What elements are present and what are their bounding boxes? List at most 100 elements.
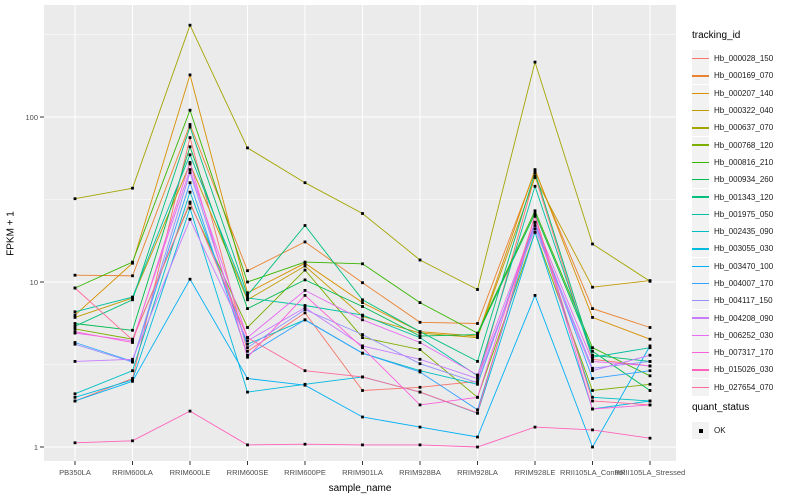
data-point (131, 186, 134, 190)
data-point (476, 382, 479, 386)
legend-item: Hb_000028_150 (692, 50, 798, 68)
data-point (73, 286, 77, 290)
data-point (648, 436, 652, 440)
data-point (246, 355, 249, 359)
data-point (246, 346, 249, 350)
data-point (188, 181, 192, 185)
x-axis-title: sample_name (328, 483, 392, 494)
data-point (188, 123, 192, 126)
legend-key-line (692, 213, 709, 215)
data-point (246, 296, 249, 300)
data-point (476, 288, 479, 291)
legend-item-label: Hb_003055_030 (714, 244, 774, 254)
x-tick-label: RRIM600LA (112, 468, 153, 477)
data-point (418, 334, 422, 338)
legend-key-line (692, 196, 709, 198)
data-point (418, 385, 422, 389)
y-tick-label: 100 (25, 112, 38, 122)
legend-key-line (692, 161, 709, 164)
data-point (648, 374, 652, 378)
legend-key (692, 188, 709, 206)
legend-key-line (692, 351, 709, 354)
data-point (73, 316, 77, 319)
data-point (361, 333, 364, 336)
data-point (246, 298, 249, 302)
data-point (246, 349, 249, 353)
x-tick-label: RRIM928LE (514, 468, 556, 477)
data-point (418, 301, 422, 304)
data-point (303, 383, 307, 387)
data-point (246, 146, 249, 150)
data-point (188, 206, 192, 210)
legend-item: Hb_000637_070 (692, 119, 798, 137)
data-point (73, 313, 77, 317)
data-point (246, 269, 249, 273)
data-point (591, 445, 594, 449)
data-point (188, 277, 192, 281)
legend-item-label: Hb_000028_150 (714, 54, 774, 64)
data-point (131, 274, 134, 278)
data-point (131, 295, 134, 299)
data-point (188, 409, 192, 413)
data-point (418, 331, 422, 335)
legend-key (692, 102, 709, 120)
data-point (533, 176, 537, 179)
data-point (188, 73, 192, 77)
legend-item-label: Hb_000637_070 (714, 123, 774, 133)
data-point (303, 442, 307, 446)
legend-key (692, 275, 709, 292)
legend-key-line (692, 369, 709, 371)
data-point (73, 441, 77, 445)
data-point (73, 331, 77, 335)
data-point (246, 339, 249, 343)
legend-item: Hb_004208_090 (692, 309, 798, 327)
data-point (73, 273, 77, 277)
data-point (476, 408, 479, 412)
data-point (418, 443, 422, 447)
data-point (476, 336, 479, 339)
data-point (188, 168, 192, 171)
data-point (648, 279, 652, 283)
data-point (303, 268, 307, 272)
legend-key (692, 257, 709, 275)
legend-key-line (692, 144, 709, 146)
data-point (591, 389, 594, 392)
legend-key (692, 292, 709, 310)
data-point (533, 220, 537, 224)
data-point (188, 125, 192, 129)
legend-item: Hb_003470_100 (692, 257, 798, 275)
legend-key-line (692, 127, 709, 129)
legend-key (692, 84, 709, 102)
data-point (73, 330, 77, 334)
data-point (533, 184, 537, 188)
legend-key-line (692, 265, 709, 267)
data-point (591, 355, 594, 359)
data-point (246, 390, 249, 394)
legend-key-line (692, 317, 709, 319)
legend-item-label: Hb_001975_050 (714, 209, 774, 219)
data-point (418, 341, 422, 344)
legend-quant-status: quant_status OK (692, 402, 798, 440)
y-tick-label: 10 (29, 277, 38, 287)
data-point (131, 328, 134, 332)
data-point (188, 190, 192, 194)
data-point (361, 375, 364, 379)
data-point (361, 351, 364, 355)
x-tick-label: RRII105LA_Stressed (614, 468, 686, 477)
legend-key-line (692, 300, 709, 302)
legend-item-label: OK (714, 426, 726, 436)
data-point (361, 305, 364, 308)
data-point (131, 298, 134, 302)
data-point (73, 341, 77, 344)
legend-item: Hb_004117_150 (692, 292, 798, 310)
data-point (361, 389, 364, 392)
data-point (533, 294, 537, 297)
data-point (188, 108, 192, 112)
x-tick-label: PB350LA (59, 468, 91, 477)
data-point (476, 381, 479, 385)
data-point (188, 217, 192, 221)
data-point (361, 298, 364, 302)
legend-item: Hb_001343_120 (692, 188, 798, 206)
